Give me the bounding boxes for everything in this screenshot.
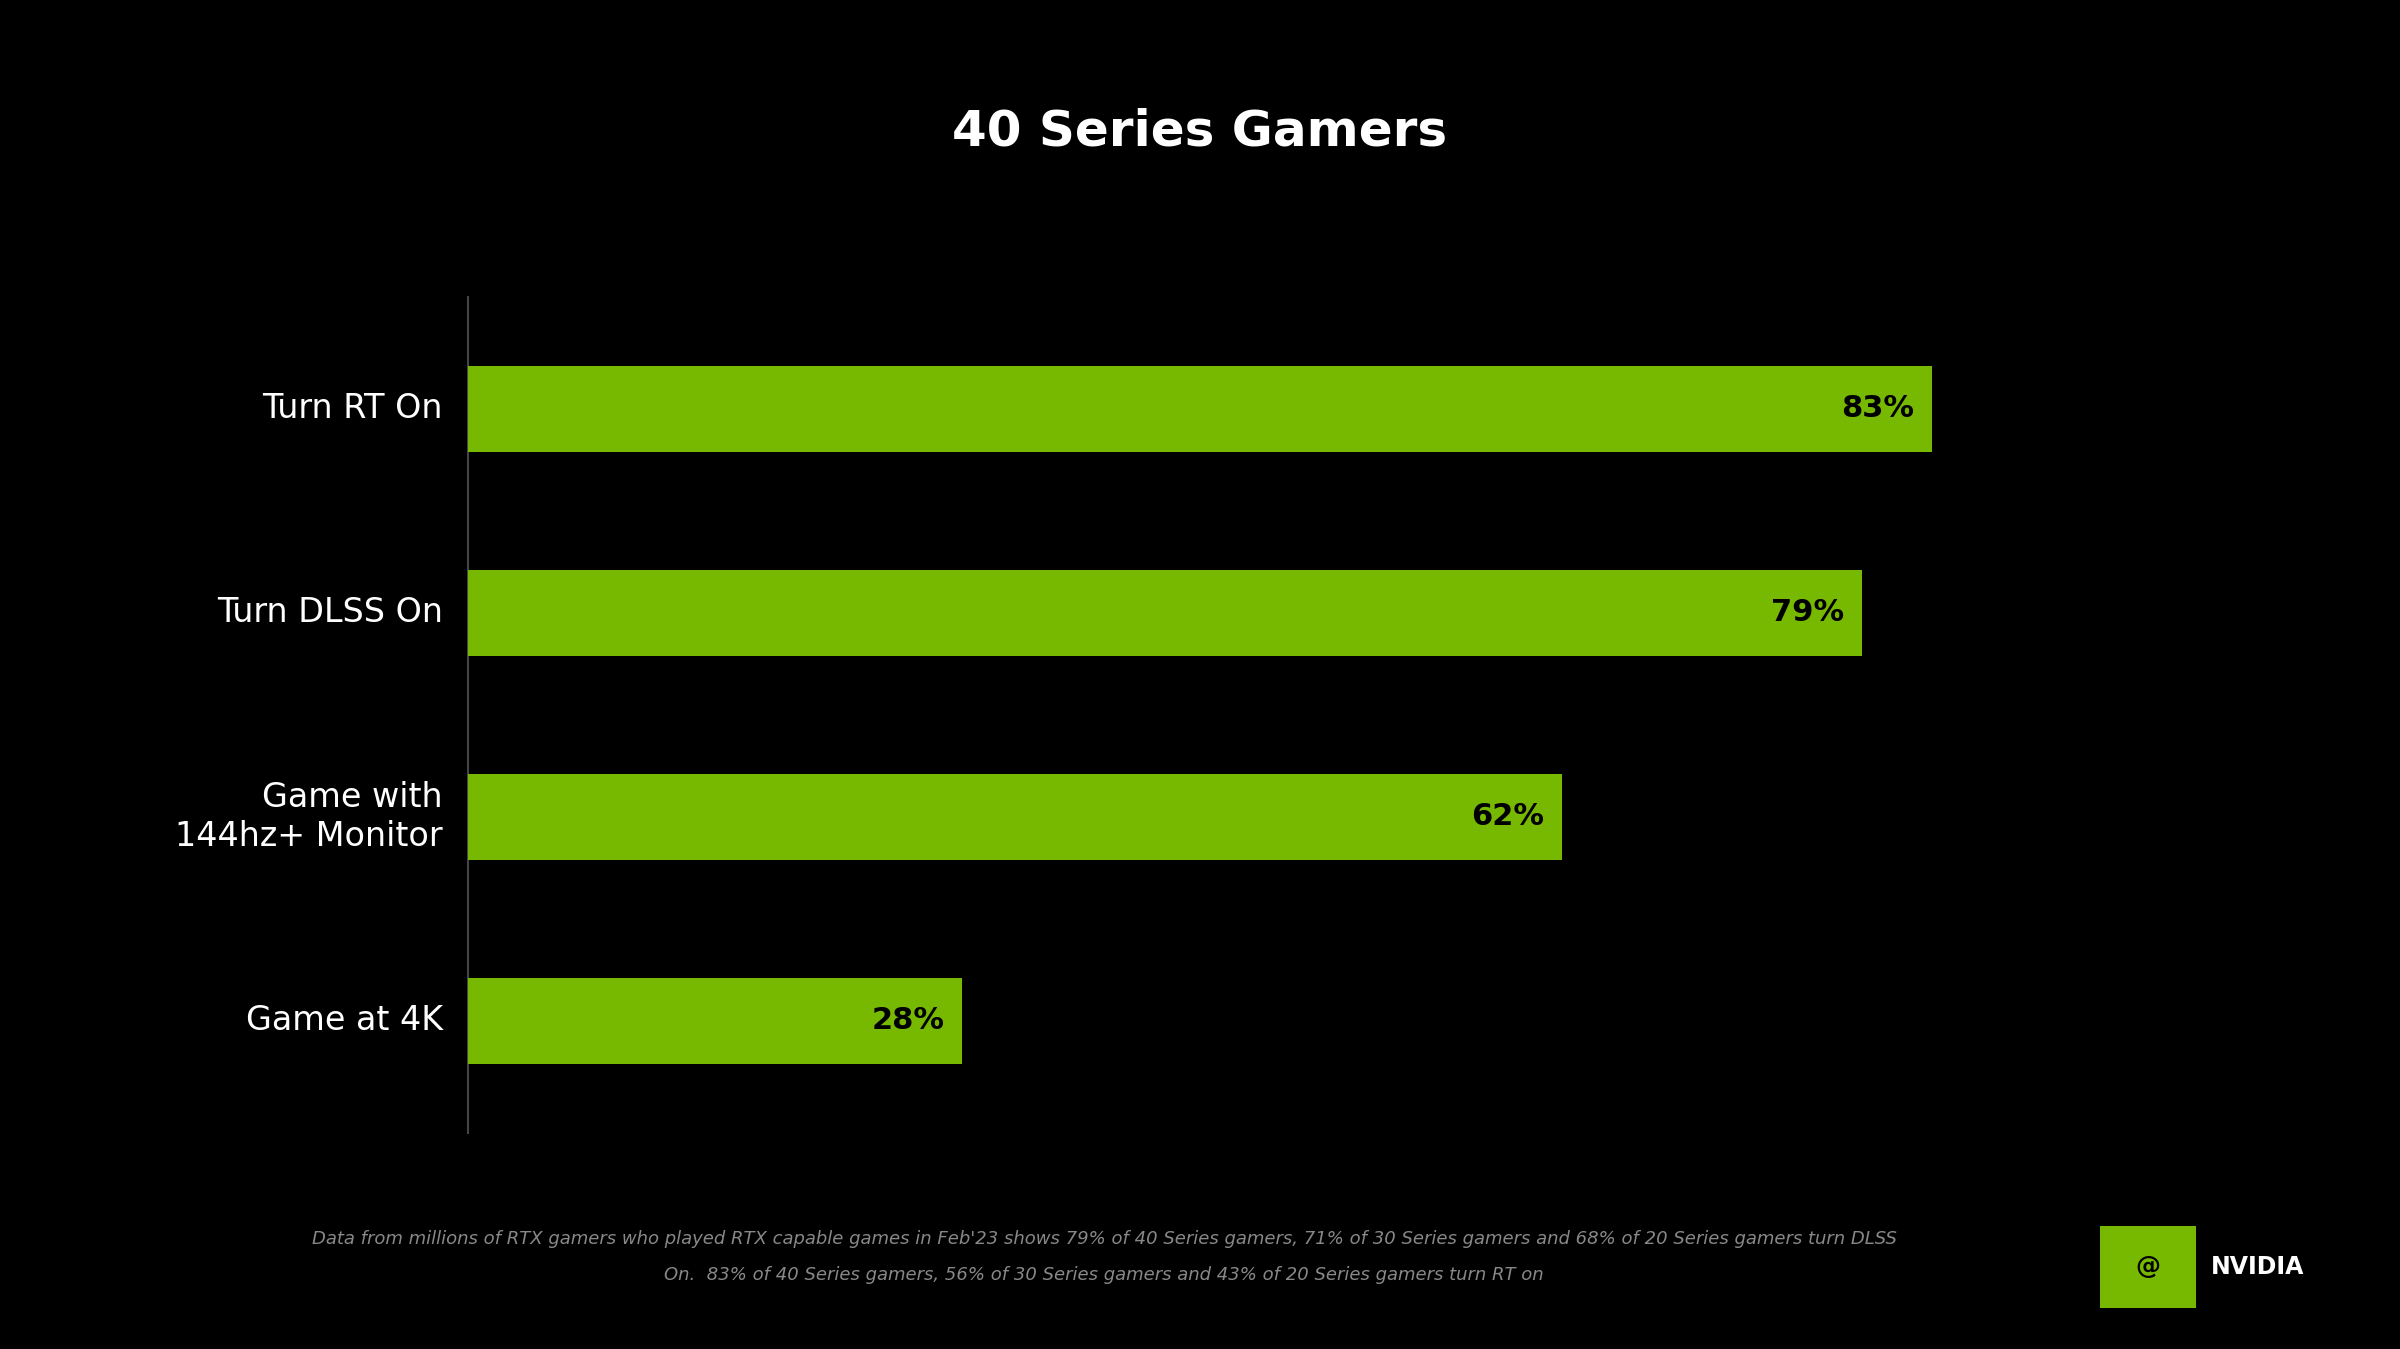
Text: NVIDIA: NVIDIA [2210,1255,2304,1279]
Text: 62%: 62% [1471,803,1543,831]
Text: 83%: 83% [1841,394,1915,424]
Text: 79%: 79% [1771,599,1843,627]
FancyBboxPatch shape [2100,1226,2196,1307]
Text: 40 Series Gamers: 40 Series Gamers [953,108,1447,156]
Text: 28%: 28% [871,1006,943,1036]
Text: Data from millions of RTX gamers who played RTX capable games in Feb'23 shows 79: Data from millions of RTX gamers who pla… [312,1230,1896,1248]
Bar [468,366,1932,452]
Text: @: @ [2136,1255,2160,1279]
Bar [468,978,962,1064]
Text: On.  83% of 40 Series gamers, 56% of 30 Series gamers and 43% of 20 Series gamer: On. 83% of 40 Series gamers, 56% of 30 S… [665,1267,1543,1284]
Bar [468,571,1862,656]
Bar [468,774,1562,859]
